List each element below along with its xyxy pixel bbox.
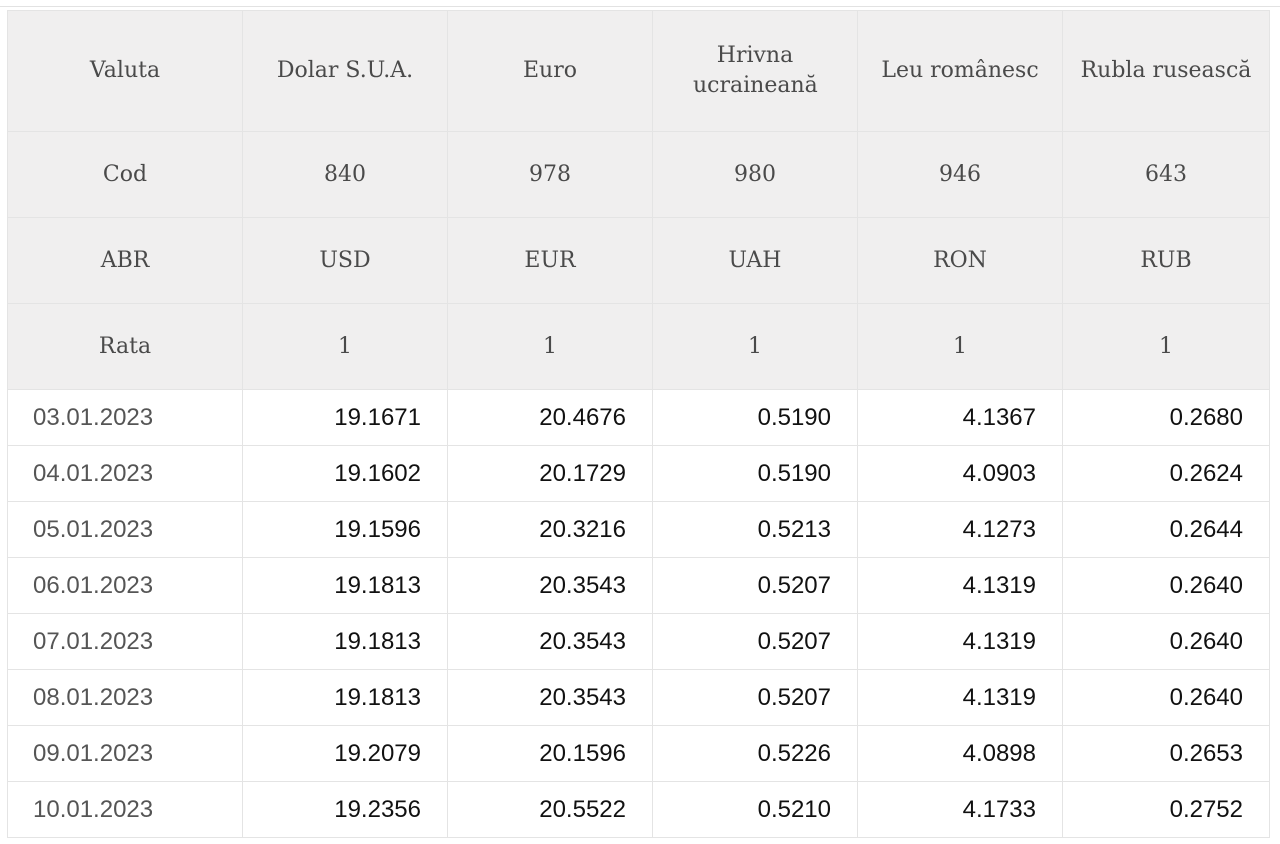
rate-ron: 4.0903 xyxy=(857,445,1063,502)
table-row: 10.01.2023 19.2356 20.5522 0.5210 4.1733… xyxy=(7,781,1270,838)
rate-usd: 19.1596 xyxy=(242,501,448,558)
header-label-currency: Valuta xyxy=(7,10,243,132)
rate-usd: 19.1813 xyxy=(242,613,448,670)
rate-eur: 20.3216 xyxy=(447,501,653,558)
rate-ron: 4.1367 xyxy=(857,389,1063,446)
row-date: 03.01.2023 xyxy=(7,389,243,446)
rate-ron: 4.1319 xyxy=(857,613,1063,670)
table-row: 06.01.2023 19.1813 20.3543 0.5207 4.1319… xyxy=(7,557,1270,614)
rate-usd: 19.1813 xyxy=(242,669,448,726)
row-date: 10.01.2023 xyxy=(7,781,243,838)
table-row: 03.01.2023 19.1671 20.4676 0.5190 4.1367… xyxy=(7,389,1270,446)
header-currency-ron: Leu românesc xyxy=(857,10,1063,132)
rate-ron: 4.1319 xyxy=(857,557,1063,614)
header-label-code: Cod xyxy=(7,131,243,218)
rate-usd: 19.1602 xyxy=(242,445,448,502)
table-row: 08.01.2023 19.1813 20.3543 0.5207 4.1319… xyxy=(7,669,1270,726)
top-divider xyxy=(0,6,1280,7)
row-date: 07.01.2023 xyxy=(7,613,243,670)
rate-eur: 20.1729 xyxy=(447,445,653,502)
table-row: 09.01.2023 19.2079 20.1596 0.5226 4.0898… xyxy=(7,725,1270,782)
rate-ron: 4.1273 xyxy=(857,501,1063,558)
rate-uah: 0.5213 xyxy=(652,501,858,558)
header-row-currency: Valuta Dolar S.U.A. Euro Hrivna ucrainea… xyxy=(7,10,1270,132)
rate-usd: 19.1671 xyxy=(242,389,448,446)
rate-eur: 20.4676 xyxy=(447,389,653,446)
header-abbr-rub: RUB xyxy=(1062,217,1270,304)
header-row-rate: Rata 1 1 1 1 1 xyxy=(7,303,1270,390)
row-date: 05.01.2023 xyxy=(7,501,243,558)
rate-eur: 20.3543 xyxy=(447,669,653,726)
header-code-ron: 946 xyxy=(857,131,1063,218)
table-row: 05.01.2023 19.1596 20.3216 0.5213 4.1273… xyxy=(7,501,1270,558)
header-code-usd: 840 xyxy=(242,131,448,218)
rate-usd: 19.2356 xyxy=(242,781,448,838)
rate-uah: 0.5190 xyxy=(652,389,858,446)
rate-uah: 0.5190 xyxy=(652,445,858,502)
header-currency-usd: Dolar S.U.A. xyxy=(242,10,448,132)
header-abbr-uah: UAH xyxy=(652,217,858,304)
rate-uah: 0.5207 xyxy=(652,669,858,726)
rate-uah: 0.5207 xyxy=(652,613,858,670)
rate-rub: 0.2640 xyxy=(1062,613,1270,670)
header-currency-eur: Euro xyxy=(447,10,653,132)
table-row: 04.01.2023 19.1602 20.1729 0.5190 4.0903… xyxy=(7,445,1270,502)
header-currency-rub: Rubla rusească xyxy=(1062,10,1270,132)
rate-rub: 0.2624 xyxy=(1062,445,1270,502)
rate-uah: 0.5207 xyxy=(652,557,858,614)
row-date: 08.01.2023 xyxy=(7,669,243,726)
header-code-eur: 978 xyxy=(447,131,653,218)
rate-uah: 0.5210 xyxy=(652,781,858,838)
rate-rub: 0.2752 xyxy=(1062,781,1270,838)
header-label-abbreviation: ABR xyxy=(7,217,243,304)
header-abbr-ron: RON xyxy=(857,217,1063,304)
header-rate-usd: 1 xyxy=(242,303,448,390)
rate-rub: 0.2640 xyxy=(1062,669,1270,726)
header-label-rate: Rata xyxy=(7,303,243,390)
header-currency-uah: Hrivna ucraineană xyxy=(652,10,858,132)
rate-ron: 4.1733 xyxy=(857,781,1063,838)
rate-eur: 20.3543 xyxy=(447,613,653,670)
rate-uah: 0.5226 xyxy=(652,725,858,782)
rate-rub: 0.2640 xyxy=(1062,557,1270,614)
rate-eur: 20.1596 xyxy=(447,725,653,782)
header-abbr-eur: EUR xyxy=(447,217,653,304)
header-rate-uah: 1 xyxy=(652,303,858,390)
rate-ron: 4.1319 xyxy=(857,669,1063,726)
row-date: 09.01.2023 xyxy=(7,725,243,782)
rate-eur: 20.3543 xyxy=(447,557,653,614)
header-code-uah: 980 xyxy=(652,131,858,218)
rate-usd: 19.2079 xyxy=(242,725,448,782)
rate-rub: 0.2680 xyxy=(1062,389,1270,446)
row-date: 06.01.2023 xyxy=(7,557,243,614)
rate-usd: 19.1813 xyxy=(242,557,448,614)
header-rate-ron: 1 xyxy=(857,303,1063,390)
header-abbr-usd: USD xyxy=(242,217,448,304)
header-rate-eur: 1 xyxy=(447,303,653,390)
rate-ron: 4.0898 xyxy=(857,725,1063,782)
header-code-rub: 643 xyxy=(1062,131,1270,218)
table-row: 07.01.2023 19.1813 20.3543 0.5207 4.1319… xyxy=(7,613,1270,670)
header-rate-rub: 1 xyxy=(1062,303,1270,390)
header-row-abbreviation: ABR USD EUR UAH RON RUB xyxy=(7,217,1270,304)
rate-rub: 0.2644 xyxy=(1062,501,1270,558)
exchange-rates-table: Valuta Dolar S.U.A. Euro Hrivna ucrainea… xyxy=(7,10,1270,838)
row-date: 04.01.2023 xyxy=(7,445,243,502)
rate-rub: 0.2653 xyxy=(1062,725,1270,782)
rate-eur: 20.5522 xyxy=(447,781,653,838)
header-row-code: Cod 840 978 980 946 643 xyxy=(7,131,1270,218)
